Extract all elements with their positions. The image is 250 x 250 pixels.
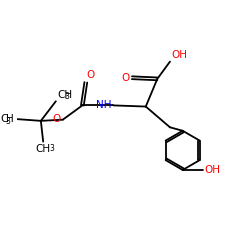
Text: CH: CH [57, 90, 72, 100]
Text: NH: NH [96, 100, 112, 110]
Text: 3: 3 [5, 117, 10, 126]
Text: OH: OH [205, 165, 221, 175]
Text: O: O [122, 73, 130, 83]
Text: O: O [86, 70, 95, 80]
Text: O: O [53, 114, 61, 124]
Text: 3: 3 [64, 92, 70, 102]
Text: 3: 3 [50, 144, 54, 153]
Text: H: H [6, 114, 14, 124]
Text: OH: OH [171, 50, 187, 60]
Text: C: C [1, 114, 8, 124]
Text: CH: CH [36, 144, 51, 154]
